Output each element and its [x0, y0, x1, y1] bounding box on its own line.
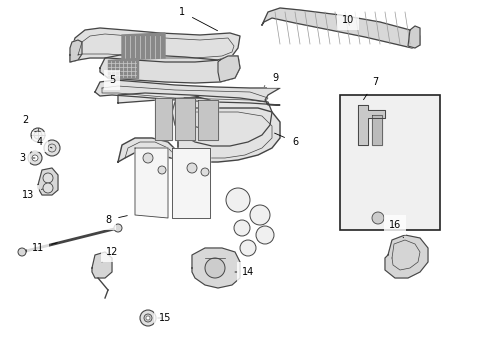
Circle shape: [114, 224, 122, 232]
Polygon shape: [172, 148, 209, 218]
Text: 8: 8: [105, 215, 127, 225]
Circle shape: [186, 163, 197, 173]
Polygon shape: [118, 93, 271, 146]
Text: 12: 12: [102, 247, 118, 262]
Polygon shape: [407, 26, 419, 48]
Polygon shape: [218, 56, 240, 82]
Polygon shape: [100, 55, 240, 83]
Polygon shape: [384, 235, 427, 278]
Polygon shape: [92, 252, 112, 278]
Circle shape: [34, 131, 42, 139]
Bar: [339, 95, 439, 230]
Text: 14: 14: [235, 267, 254, 277]
Text: 16: 16: [388, 220, 403, 238]
Circle shape: [32, 155, 38, 161]
Polygon shape: [108, 58, 138, 78]
Text: 2: 2: [22, 115, 36, 133]
Circle shape: [43, 183, 53, 193]
Circle shape: [48, 144, 56, 152]
Circle shape: [146, 316, 150, 320]
Polygon shape: [155, 98, 172, 140]
Polygon shape: [371, 115, 381, 145]
Polygon shape: [122, 33, 164, 60]
Text: 11: 11: [32, 243, 57, 253]
Polygon shape: [70, 28, 240, 62]
Text: 1: 1: [179, 7, 217, 31]
Polygon shape: [118, 108, 280, 162]
Polygon shape: [357, 105, 384, 145]
Text: 6: 6: [274, 133, 298, 147]
Circle shape: [44, 140, 60, 156]
Polygon shape: [175, 98, 195, 140]
Polygon shape: [262, 8, 419, 48]
Circle shape: [204, 258, 224, 278]
Polygon shape: [135, 148, 168, 218]
Text: 5: 5: [109, 72, 120, 85]
Text: 3: 3: [19, 153, 35, 163]
Circle shape: [28, 151, 42, 165]
Circle shape: [31, 128, 45, 142]
Circle shape: [142, 153, 153, 163]
Circle shape: [371, 212, 383, 224]
Circle shape: [234, 220, 249, 236]
Text: 7: 7: [363, 77, 377, 100]
Text: 4: 4: [37, 137, 52, 148]
Circle shape: [225, 188, 249, 212]
Polygon shape: [192, 248, 240, 288]
Circle shape: [240, 240, 256, 256]
Circle shape: [249, 205, 269, 225]
Text: 13: 13: [22, 189, 42, 200]
Polygon shape: [70, 40, 82, 62]
Text: 15: 15: [158, 313, 171, 323]
Text: 9: 9: [264, 73, 278, 86]
Text: 10: 10: [341, 15, 353, 25]
Polygon shape: [38, 168, 58, 195]
Circle shape: [158, 166, 165, 174]
Circle shape: [201, 168, 208, 176]
Circle shape: [18, 248, 26, 256]
Circle shape: [256, 226, 273, 244]
Circle shape: [43, 173, 53, 183]
Polygon shape: [198, 100, 218, 140]
Polygon shape: [95, 80, 280, 105]
Circle shape: [143, 314, 152, 322]
Circle shape: [140, 310, 156, 326]
